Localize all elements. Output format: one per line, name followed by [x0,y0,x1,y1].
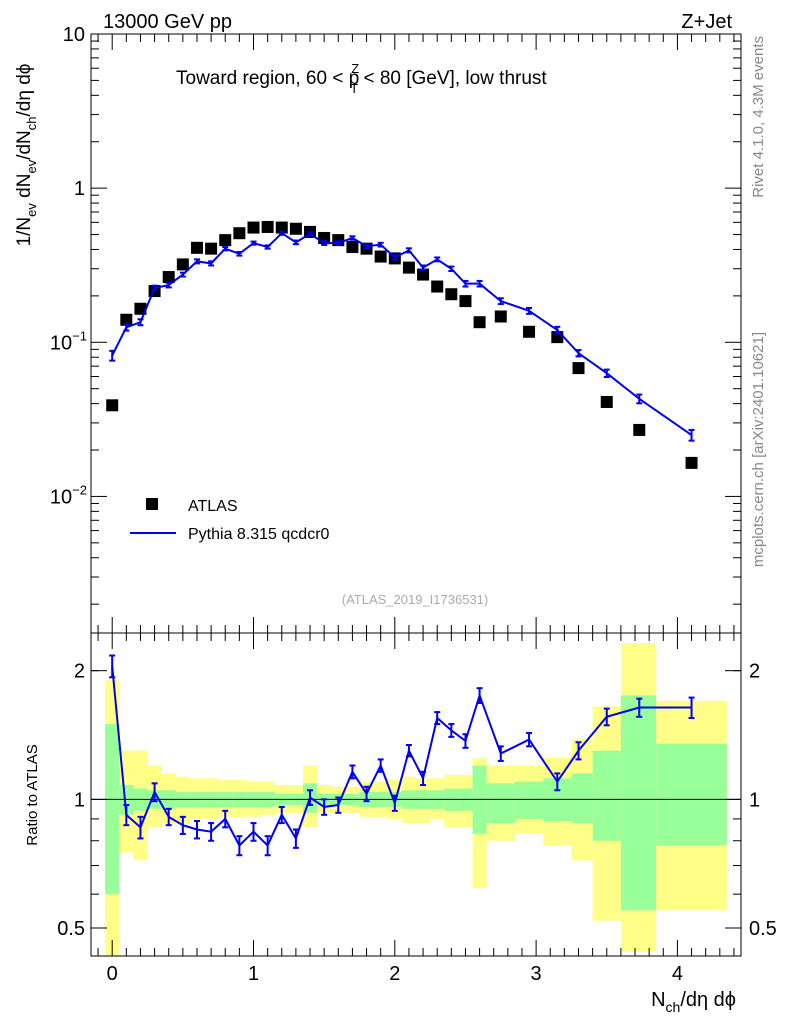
atlas-point [417,268,430,281]
y-tick-label: 10 [63,24,85,46]
y-tick-label-right: 2 [749,661,760,683]
plot-title: Toward region, 60 < pZ T < 80 [GeV], low … [176,61,547,96]
x-tick-label: 0 [107,963,118,985]
upper-marks [106,220,698,469]
atlas-point [445,288,458,301]
atlas-point [459,295,472,308]
xlabel: Nch/dη dϕ [651,989,736,1015]
atlas-point [106,399,119,412]
plot-title-sub: T [350,81,358,96]
x-tick-label: 3 [531,963,542,985]
y-tick-label: 10−1 [50,328,87,354]
band-inner [592,750,621,841]
atlas-point [219,234,232,247]
y-tick-label: 1 [74,789,85,811]
lower-frame [90,632,742,957]
lower-panel: 0.5 0.5 1 1 2 2 0 1 2 3 4 [57,632,777,985]
ratio-line [111,665,692,848]
band-inner [105,724,120,895]
lower-axes: 0.5 0.5 1 1 2 2 0 1 2 3 4 [57,633,777,985]
atlas-point [176,258,189,271]
y-tick-label: 10−2 [50,482,87,508]
band-inner [656,743,727,846]
y-tick-label: 2 [74,661,85,683]
lower-marks [91,654,741,857]
plot-title-part-b: < 80 [GeV], low thrust [358,68,547,89]
source-label: mcplots.cern.ch [arXiv:2401.10621] [750,332,767,567]
atlas-point [275,221,288,234]
atlas-point [431,280,444,293]
legend-data-marker [146,498,158,510]
y-tick-label-right: 1 [749,789,760,811]
band-inner [486,783,515,824]
atlas-point [261,220,274,233]
atlas-point [494,310,507,323]
lower-ylabel: Ratio to ATLAS [24,744,41,845]
band-inner [571,773,593,824]
process-label: Z+Jet [681,11,732,33]
atlas-point [233,227,246,240]
plot-title-part-a: Toward region, 60 < p [176,68,359,89]
atlas-point [685,456,698,469]
atlas-point [120,313,133,326]
band-inner [620,695,657,911]
atlas-point [289,222,302,235]
plot-title-sup: Z [351,61,359,76]
uncertainty-bands [105,643,727,956]
x-tick-label: 2 [389,963,400,985]
band-inner [119,785,134,815]
atlas-point [247,221,260,234]
atlas-point [134,302,147,315]
atlas-point [633,423,646,436]
atlas-point [346,241,359,254]
upper-axes: 10 1 10−1 10−2 [50,24,741,633]
rivet-label: Rivet 4.1.0, 4.3M events [750,36,767,198]
atlas-point [374,250,387,263]
atlas-point [402,261,415,274]
energy-label: 13000 GeV pp [103,11,232,33]
atlas-point [190,241,203,254]
atlas-point [572,362,585,375]
x-tick-label: 4 [672,963,683,985]
upper-panel: 10 1 10−1 10−2 [50,24,742,634]
y-tick-label: 1 [74,178,85,200]
band-inner [514,781,544,819]
y-tick-label-right: 0.5 [749,918,777,940]
atlas-point [523,325,536,338]
legend: ATLAS Pythia 8.315 qcdcr0 [130,498,330,543]
pythia-line [111,231,693,436]
upper-frame [90,33,742,634]
atlas-point [162,271,175,284]
upper-ylabel: 1/Nev dNev/dNch/dη dϕ [14,64,39,247]
analysis-tag: (ATLAS_2019_I1736531) [342,592,488,607]
atlas-point [205,242,218,255]
legend-mc-label: Pythia 8.315 qcdcr0 [188,526,330,543]
y-tick-label: 0.5 [57,918,85,940]
x-tick-label: 1 [248,963,259,985]
atlas-point [600,395,613,408]
atlas-point [473,316,486,329]
legend-data-label: ATLAS [188,498,238,515]
